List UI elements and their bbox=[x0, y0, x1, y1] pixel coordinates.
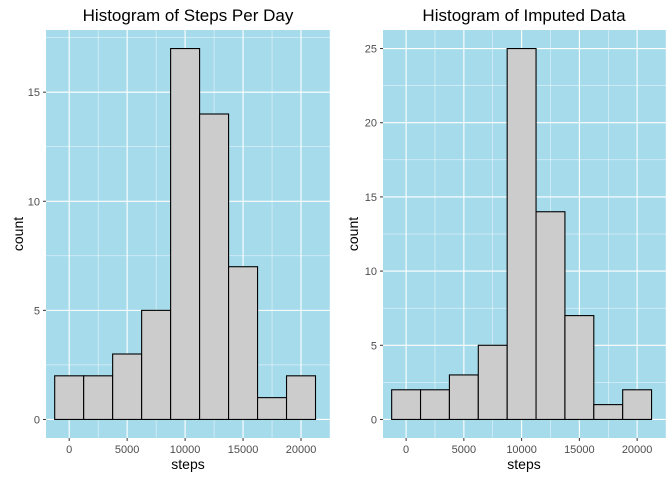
y-tick-label: 0 bbox=[34, 414, 40, 426]
histogram-bar bbox=[199, 113, 230, 421]
y-tick-label: 15 bbox=[365, 192, 377, 204]
y-tick-label: 0 bbox=[371, 414, 377, 426]
x-tick-label: 5000 bbox=[452, 444, 476, 456]
x-tick-label: 20000 bbox=[286, 444, 317, 456]
y-axis: 0 5 10 15 20 25 bbox=[365, 44, 383, 426]
x-axis-label: steps bbox=[507, 456, 540, 472]
histogram-bar bbox=[535, 211, 566, 421]
x-tick-label: 15000 bbox=[564, 444, 595, 456]
histogram-bar bbox=[285, 375, 317, 421]
histogram-bar bbox=[564, 315, 595, 421]
y-axis: 0 5 10 15 bbox=[28, 87, 46, 426]
y-tick-label: 10 bbox=[28, 196, 40, 208]
imputed-data-chart: Histogram of Imputed Data 0 5000 10000 1500… bbox=[345, 6, 667, 472]
x-tick-label: 10000 bbox=[170, 444, 201, 456]
histogram-bar bbox=[419, 389, 450, 421]
histogram-bar bbox=[477, 344, 508, 421]
x-tick-label: 5000 bbox=[115, 444, 139, 456]
x-axis: 0 5000 10000 15000 20000 bbox=[66, 438, 316, 456]
y-tick-label: 25 bbox=[365, 44, 377, 56]
histogram-bars bbox=[54, 47, 317, 421]
histogram-bar bbox=[448, 374, 479, 421]
histogram-bar bbox=[170, 47, 201, 421]
y-axis-label: count bbox=[10, 217, 26, 251]
x-tick-label: 10000 bbox=[506, 444, 537, 456]
x-axis: 0 5000 10000 15000 20000 bbox=[403, 438, 652, 456]
x-tick-label: 20000 bbox=[622, 444, 653, 456]
histogram-bars bbox=[391, 47, 653, 421]
y-tick-label: 10 bbox=[365, 266, 377, 278]
x-tick-label: 15000 bbox=[228, 444, 259, 456]
histogram-bar bbox=[112, 353, 143, 421]
x-axis-label: steps bbox=[171, 456, 204, 472]
histogram-bar bbox=[141, 309, 172, 421]
y-axis-label: count bbox=[345, 217, 361, 251]
histogram-bar bbox=[391, 389, 422, 421]
histogram-bar bbox=[228, 266, 259, 421]
y-tick-label: 15 bbox=[28, 87, 40, 99]
histogram-bar bbox=[622, 389, 653, 421]
y-tick-label: 20 bbox=[365, 118, 377, 130]
x-tick-label: 0 bbox=[403, 444, 409, 456]
histogram-bar bbox=[83, 375, 114, 421]
y-tick-label: 5 bbox=[34, 305, 40, 317]
steps-per-day-chart: Histogram of Steps Per Day 0 5000 10000 150… bbox=[10, 6, 331, 472]
x-tick-label: 0 bbox=[66, 444, 72, 456]
histogram-bar bbox=[593, 404, 624, 421]
chart-title: Histogram of Steps Per Day bbox=[83, 6, 294, 25]
histogram-bar bbox=[257, 397, 288, 421]
y-tick-label: 5 bbox=[371, 340, 377, 352]
histogram-bar bbox=[506, 47, 537, 421]
chart-title: Histogram of Imputed Data bbox=[422, 6, 626, 25]
histogram-bar bbox=[54, 375, 85, 421]
